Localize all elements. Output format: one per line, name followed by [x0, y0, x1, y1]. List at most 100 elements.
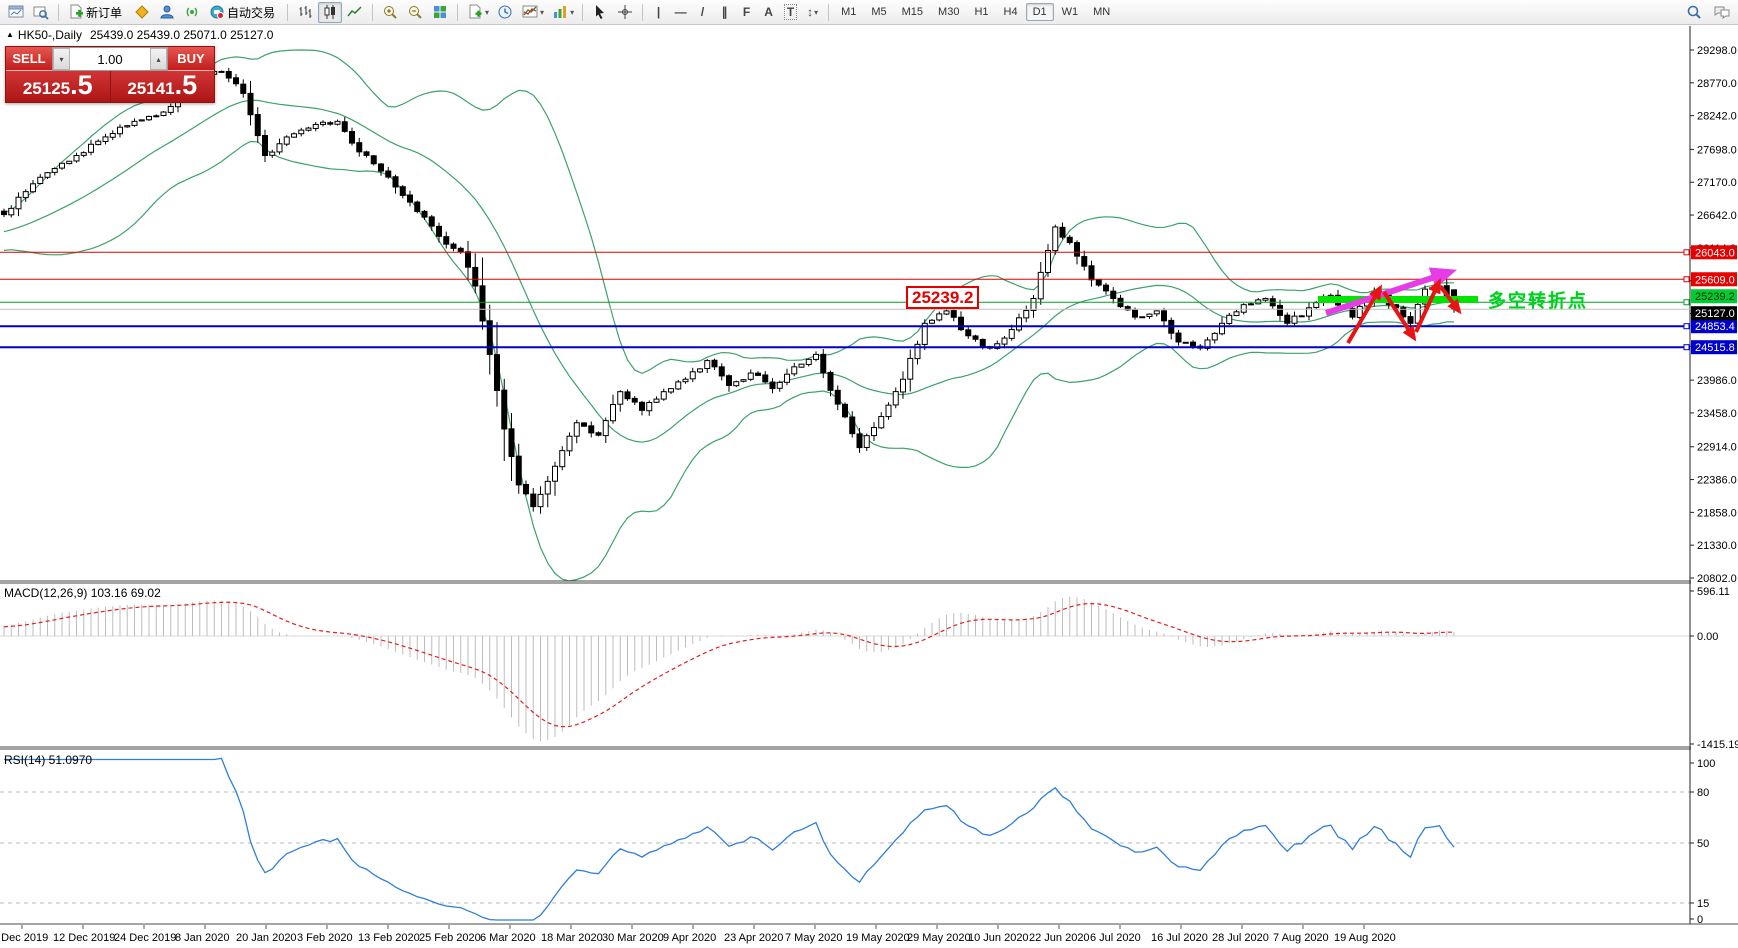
crosshair-icon: [616, 4, 634, 21]
macd-tick-label: -1415.19: [1697, 739, 1738, 751]
market-button[interactable]: [155, 2, 179, 23]
bar-chart-type-button[interactable]: [293, 2, 317, 23]
timeframe-button-h4[interactable]: H4: [1003, 6, 1018, 18]
sell-button[interactable]: SELL: [6, 47, 52, 71]
auto-trading-button[interactable]: 自动交易: [205, 2, 282, 23]
market-person-icon: [158, 4, 176, 21]
zigzag-arrow[interactable]: [1414, 278, 1441, 333]
price-tick-label: 22386.0: [1697, 475, 1737, 487]
periods-icon: [551, 4, 569, 21]
zoom-in-icon: [381, 4, 399, 21]
date-tick-label: 6 Mar 2020: [480, 932, 536, 944]
indicators-button[interactable]: ▾: [518, 2, 547, 23]
zigzag-arrow[interactable]: [1382, 290, 1417, 342]
date-tick-label: 30 Mar 2020: [602, 932, 664, 944]
metaeditor-button[interactable]: [130, 2, 154, 23]
shapes-tool-button[interactable]: ↕ ▾: [802, 2, 823, 23]
bar-chart-icon: [296, 4, 314, 21]
timeframe-button-mn[interactable]: MN: [1093, 6, 1111, 18]
new-order-label: 新订单: [86, 5, 123, 20]
rsi-indicator-label: RSI(14) 51.0970: [4, 753, 93, 767]
channel-tool-button[interactable]: ∥: [714, 2, 735, 23]
fibonacci-tool-button[interactable]: F: [736, 2, 757, 23]
collapse-triangle-icon[interactable]: ▲: [6, 30, 14, 39]
bull-bear-turning-point-note[interactable]: 多空转折点: [1488, 291, 1588, 311]
clock-icon: [496, 4, 514, 21]
pane-frame: [0, 26, 1738, 925]
toolbar-separator: [457, 3, 459, 21]
price-tick-label: 23986.0: [1697, 375, 1737, 387]
sell-price[interactable]: 25125.5: [6, 71, 110, 102]
signals-button[interactable]: [180, 2, 204, 23]
cursor-icon: [591, 4, 609, 21]
volume-increase-button[interactable]: ▴: [150, 48, 167, 70]
line-chart-icon: [346, 4, 364, 21]
price-tick-label: 27698.0: [1697, 144, 1737, 156]
fibonacci-icon: F: [742, 5, 751, 19]
date-tick-label: 2 Dec 2019: [0, 932, 48, 944]
vertical-line-tool-button[interactable]: |: [648, 2, 669, 23]
buy-button[interactable]: BUY: [168, 47, 214, 71]
toolbar-separator: [582, 3, 584, 21]
zigzag-arrow[interactable]: [1439, 285, 1462, 315]
zigzag-arrow[interactable]: [1346, 284, 1383, 345]
horizontal-line-tool-button[interactable]: —: [670, 2, 691, 23]
rsi-tick-label: 15: [1697, 898, 1709, 910]
ohlc-values: 25439.0 25439.0 25071.0 25127.0: [89, 28, 274, 42]
rsi-tick-label: 0: [1697, 914, 1703, 926]
price-tick-label: 21858.0: [1697, 507, 1737, 519]
new-order-icon: [67, 4, 85, 21]
macd-signal-line: [3, 601, 1454, 728]
crosshair-tool-button[interactable]: [613, 2, 637, 23]
volume-decrease-button[interactable]: ▾: [53, 48, 70, 70]
new-chart-button[interactable]: [4, 2, 28, 23]
support-highlight-bar[interactable]: [1318, 296, 1478, 303]
price-callout-box[interactable]: 25239.2: [906, 286, 980, 309]
zoom-in-button[interactable]: [378, 2, 402, 23]
tile-windows-button[interactable]: [428, 2, 452, 23]
text-icon: A: [764, 5, 773, 19]
cursor-tool-button[interactable]: [588, 2, 612, 23]
refresh-button[interactable]: [493, 2, 517, 23]
chat-button[interactable]: [1710, 2, 1734, 23]
auto-trading-label: 自动交易: [227, 5, 276, 20]
text-label-tool-button[interactable]: T: [780, 2, 801, 23]
date-tick-label: 16 Jul 2020: [1151, 932, 1208, 944]
bollinger-bands: [3, 49, 1455, 581]
periods-button[interactable]: ▾: [548, 2, 577, 23]
shapes-icon: ↕: [807, 5, 814, 19]
annotations[interactable]: [1318, 267, 1478, 345]
zoom-out-button[interactable]: [403, 2, 427, 23]
dropdown-arrow-icon: ▾: [540, 7, 545, 17]
date-tick-label: 12 Dec 2019: [53, 932, 115, 944]
profiles-button[interactable]: [29, 2, 53, 23]
date-tick-label: 7 May 2020: [785, 932, 842, 944]
timeframe-button-m1[interactable]: M1: [841, 6, 857, 18]
indicators-icon: [521, 4, 539, 21]
macd-tick-label: 596.11: [1697, 586, 1730, 598]
date-tick-label: 19 May 2020: [846, 932, 910, 944]
candlestick-type-button[interactable]: [318, 1, 343, 23]
new-order-button[interactable]: 新订单: [64, 2, 129, 23]
timeframe-button-m15[interactable]: M15: [901, 6, 924, 18]
search-button[interactable]: [1682, 2, 1706, 23]
price-tick-label: 28242.0: [1697, 111, 1737, 123]
profiles-icon: [32, 4, 50, 21]
timeframe-button-d1[interactable]: D1: [1025, 3, 1054, 21]
volume-input[interactable]: 1.00: [97, 51, 123, 67]
timeframe-button-w1[interactable]: W1: [1061, 6, 1079, 18]
search-icon: [1685, 4, 1703, 21]
timeframe-button-m5[interactable]: M5: [871, 6, 887, 18]
symbol-bar: ▲ HK50-,Daily 25439.0 25439.0 25071.0 2512…: [6, 28, 273, 42]
trendline-tool-button[interactable]: /: [692, 2, 713, 23]
timeframe-button-m30[interactable]: M30: [938, 6, 960, 18]
line-chart-type-button[interactable]: [343, 2, 367, 23]
timeframe-button-h1[interactable]: H1: [974, 6, 989, 18]
text-tool-button[interactable]: A: [758, 2, 779, 23]
price-divider: [109, 71, 111, 102]
toolbar-separator: [287, 3, 289, 21]
new-template-button[interactable]: ▾: [463, 2, 492, 23]
buy-price[interactable]: 25141.5: [111, 71, 215, 102]
